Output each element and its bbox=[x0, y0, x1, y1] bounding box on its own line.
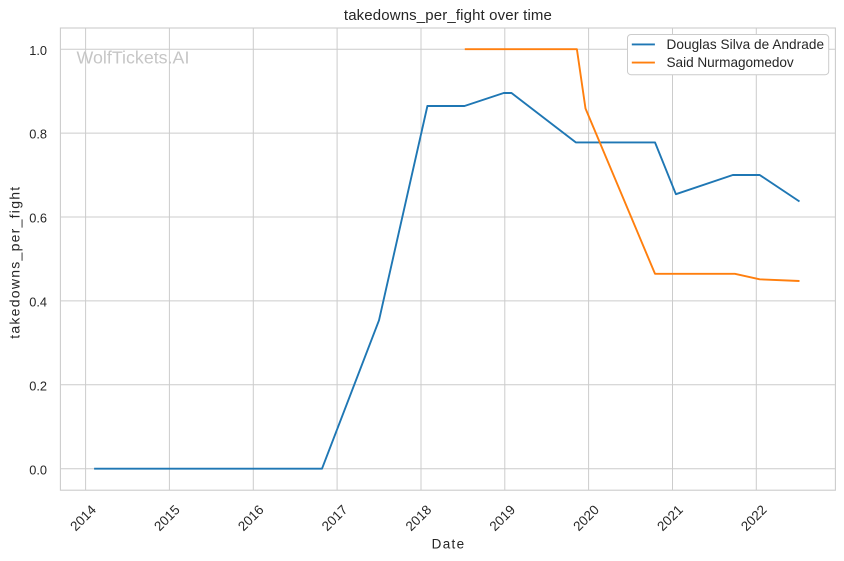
svg-text:0.2: 0.2 bbox=[29, 378, 47, 393]
svg-text:0.0: 0.0 bbox=[29, 462, 47, 477]
svg-text:1.0: 1.0 bbox=[29, 43, 47, 58]
svg-text:takedowns_per_fight: takedowns_per_fight bbox=[7, 187, 23, 339]
svg-text:Said Nurmagomedov: Said Nurmagomedov bbox=[667, 55, 794, 70]
svg-text:takedowns_per_fight over time: takedowns_per_fight over time bbox=[344, 7, 552, 24]
svg-text:0.4: 0.4 bbox=[29, 295, 47, 310]
svg-text:0.8: 0.8 bbox=[29, 127, 47, 142]
svg-text:Date: Date bbox=[432, 536, 465, 551]
svg-text:Douglas Silva de Andrade: Douglas Silva de Andrade bbox=[667, 37, 825, 52]
svg-text:WolfTickets.AI: WolfTickets.AI bbox=[77, 48, 190, 68]
svg-text:0.6: 0.6 bbox=[29, 211, 47, 226]
